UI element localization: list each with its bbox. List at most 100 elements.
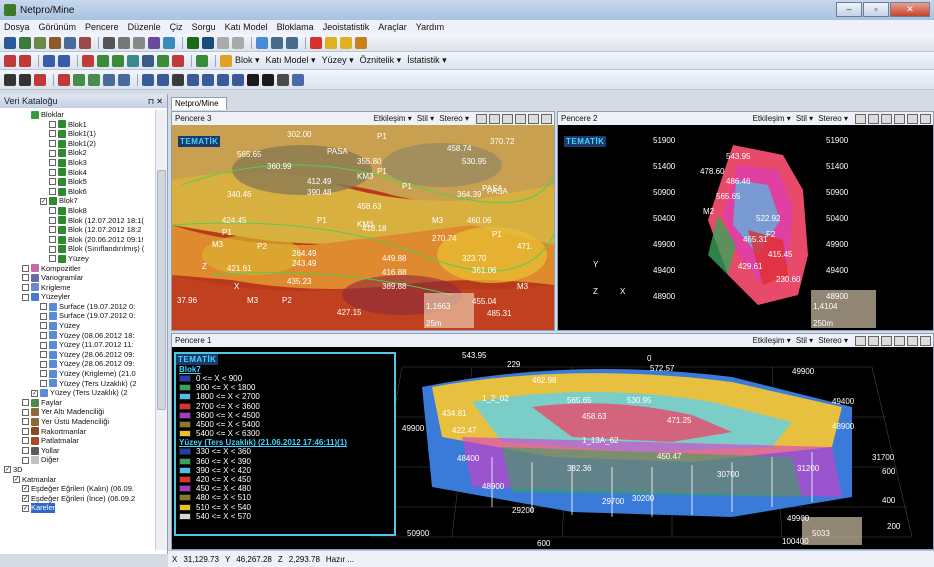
tree-checkbox[interactable]: [22, 447, 29, 455]
view-button[interactable]: [541, 113, 552, 124]
pin-close-icon[interactable]: ⊓ ✕: [147, 96, 163, 106]
polyline-icon[interactable]: [133, 36, 145, 49]
tree-checkbox[interactable]: [49, 236, 56, 244]
terrain-icon[interactable]: [157, 54, 169, 67]
view-button[interactable]: [868, 335, 879, 346]
export-icon[interactable]: [202, 36, 214, 49]
oznitelik-dropdown[interactable]: Öznitelik ▾: [359, 55, 402, 65]
tree-item[interactable]: Yüzey (28.06.2012 09:: [0, 359, 155, 369]
tree-item[interactable]: Blok8: [0, 206, 155, 216]
tree-checkbox[interactable]: [49, 207, 56, 215]
tree-item[interactable]: Surface (19.07.2012 0:: [0, 302, 155, 312]
tree-item[interactable]: ✓ Katmanlar: [0, 475, 155, 485]
blok-dropdown[interactable]: Blok ▾: [235, 55, 260, 65]
tree-item[interactable]: Blok4: [0, 168, 155, 178]
tree-item[interactable]: Blok3: [0, 158, 155, 168]
menu-item[interactable]: Düzenle: [127, 22, 161, 32]
orbit-icon[interactable]: [19, 54, 31, 67]
tree-checkbox[interactable]: [40, 351, 47, 359]
pencil-icon[interactable]: [325, 36, 337, 49]
select-icon[interactable]: [256, 36, 268, 49]
point-icon[interactable]: [103, 36, 115, 49]
menu-item[interactable]: Bloklama: [276, 22, 314, 32]
tree-checkbox[interactable]: ✓: [22, 485, 29, 493]
solid-icon[interactable]: [82, 54, 94, 67]
tree-item[interactable]: Diğer: [0, 455, 155, 465]
tree-item[interactable]: Blok (12.07.2012 18:1(: [0, 216, 155, 226]
tree-checkbox[interactable]: [40, 322, 47, 330]
view-button[interactable]: [894, 113, 905, 124]
pencere3-map[interactable]: [172, 125, 554, 330]
spline-icon[interactable]: [88, 73, 100, 86]
view-button[interactable]: [894, 335, 905, 346]
menu-item[interactable]: Pencere: [85, 22, 119, 32]
node-icon[interactable]: [58, 73, 70, 86]
legend-icon[interactable]: [292, 73, 304, 86]
section-icon[interactable]: [286, 36, 298, 49]
tree-item[interactable]: Yüzey (08.06.2012 18:: [0, 331, 155, 341]
stereo-dropdown[interactable]: Stereo ▾: [818, 114, 848, 123]
tree-checkbox[interactable]: [49, 168, 56, 176]
line-icon[interactable]: [118, 36, 130, 49]
tree-item[interactable]: Yüzey (28.06.2012 09:: [0, 350, 155, 360]
rotate-icon[interactable]: [4, 54, 16, 67]
tree-item[interactable]: Patlatmalar: [0, 436, 155, 446]
tree-checkbox[interactable]: [40, 331, 47, 339]
polygon-icon[interactable]: [148, 36, 160, 49]
measure-icon[interactable]: [271, 36, 283, 49]
tree-checkbox[interactable]: ✓: [22, 495, 29, 503]
tree-checkbox[interactable]: [22, 437, 29, 445]
tree-checkbox[interactable]: [40, 370, 47, 378]
tree-item[interactable]: Blok (20.06.2012 09:1!: [0, 235, 155, 245]
menu-item[interactable]: Dosya: [4, 22, 30, 32]
tree-checkbox[interactable]: [22, 293, 29, 301]
tree-item[interactable]: ✓ Kareler: [0, 503, 155, 513]
tree-checkbox[interactable]: [22, 456, 29, 464]
tree-checkbox[interactable]: [40, 303, 47, 311]
view-button[interactable]: [502, 113, 513, 124]
tree-item[interactable]: Krigleme: [0, 283, 155, 293]
tree-item[interactable]: Yer Altı Madenciliği: [0, 407, 155, 417]
tree-checkbox[interactable]: [49, 216, 56, 224]
tree-item[interactable]: Blok5: [0, 177, 155, 187]
tree-checkbox[interactable]: [49, 245, 56, 253]
view-button[interactable]: [920, 335, 931, 346]
tree-item[interactable]: Yüzey: [0, 254, 155, 264]
menu-item[interactable]: Jeoistatistik: [322, 22, 370, 32]
attribute-icon[interactable]: [79, 36, 91, 49]
kati-model-dropdown[interactable]: Katı Model ▾: [265, 55, 316, 65]
view-button[interactable]: [515, 113, 526, 124]
tree-item[interactable]: Blok1(2): [0, 139, 155, 149]
tree-checkbox[interactable]: [49, 140, 56, 148]
view-button[interactable]: [907, 113, 918, 124]
tree-checkbox[interactable]: ✓: [13, 475, 20, 483]
stereo-dropdown[interactable]: Stereo ▾: [818, 336, 848, 345]
tree-checkbox[interactable]: ✓: [40, 197, 47, 205]
tree-item[interactable]: Blok1(1): [0, 129, 155, 139]
tree-checkbox[interactable]: [40, 341, 47, 349]
etkilesim-dropdown[interactable]: Etkileşim ▾: [373, 114, 412, 123]
view-button[interactable]: [868, 113, 879, 124]
tree-item[interactable]: Yüzeyler: [0, 292, 155, 302]
menu-item[interactable]: Katı Model: [224, 22, 268, 32]
maximize-button[interactable]: ▫: [863, 2, 889, 17]
view-button[interactable]: [489, 113, 500, 124]
tree-checkbox[interactable]: [22, 408, 29, 416]
surface-icon[interactable]: [64, 36, 76, 49]
tree-checkbox[interactable]: [49, 130, 56, 138]
tree-checkbox[interactable]: [22, 418, 29, 426]
text-icon[interactable]: [19, 73, 31, 86]
wireframe-icon[interactable]: [97, 54, 109, 67]
tree-checkbox[interactable]: [22, 274, 29, 282]
tree-item[interactable]: Faylar: [0, 398, 155, 408]
tree-item[interactable]: Blok1: [0, 120, 155, 130]
close-button[interactable]: ✕: [890, 2, 930, 17]
view-button[interactable]: [855, 335, 866, 346]
tree-checkbox[interactable]: [49, 226, 56, 234]
tree-checkbox[interactable]: [40, 312, 47, 320]
tree-checkbox[interactable]: [49, 188, 56, 196]
tree-checkbox[interactable]: [22, 427, 29, 435]
layer-icon[interactable]: [4, 36, 16, 49]
tree-item[interactable]: Blok (Sınıflandırılmış) (: [0, 244, 155, 254]
sidebar-scrollbar[interactable]: [155, 110, 167, 550]
